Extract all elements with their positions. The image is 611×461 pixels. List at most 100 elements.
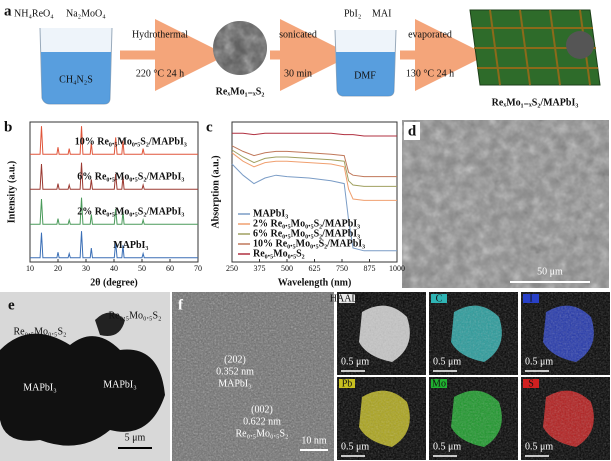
- legend-label: 2% Re₀.₅Mo₀.₅S₂/MAPbI₃: [253, 218, 360, 229]
- x-tick-label: 1000: [389, 264, 405, 273]
- map-texture: [429, 377, 518, 460]
- x-axis-label: 2θ (degree): [90, 277, 138, 288]
- series-label: 2% Re₀.₅Mo₀.₅S₂/MAPbI₃: [77, 206, 184, 217]
- legend-label: MAPbI₃: [253, 208, 288, 219]
- x-tick-label: 625: [309, 264, 321, 273]
- precursor: NH₄ReO₄: [14, 8, 54, 19]
- product: ReₓMo₁₋ₓS₂/MAPbI₃: [492, 97, 579, 108]
- x-tick-label: 70: [194, 264, 202, 273]
- step: evaporated: [408, 29, 452, 40]
- element-tag: [523, 379, 539, 388]
- panel-e: e Re₀.₅Mo₀.₅S₂ Re₀.₅Mo₀.₅S₂ MAPbI₃ MAPbI…: [0, 292, 170, 461]
- scale-bar: 0.5 μm: [433, 356, 461, 367]
- series-label: 10% Re₀.₅Mo₀.₅S₂/MAPbI₃: [75, 136, 187, 147]
- hrtem-texture: [172, 292, 334, 461]
- x-tick-label: 50: [138, 264, 146, 273]
- x-tick-label: 250: [226, 264, 238, 273]
- series-line: [231, 163, 397, 252]
- phase: MAPbI₃: [218, 378, 252, 389]
- scale-bar: 10 nm: [301, 435, 327, 446]
- scale-bar: 5 μm: [125, 432, 146, 443]
- x-tick-label: 875: [364, 264, 376, 273]
- series-line: [231, 152, 397, 201]
- element-tag: [339, 379, 355, 388]
- scale-bar: 50 μm: [537, 266, 563, 277]
- x-tick-label: 375: [254, 264, 266, 273]
- scale-bar: 0.5 μm: [433, 441, 461, 452]
- solution: DMF: [354, 70, 376, 81]
- element-label: HAADF: [330, 293, 365, 304]
- series-line: [231, 145, 397, 178]
- series-label: 6% Re₀.₅Mo₀.₅S₂/MAPbI₃: [77, 171, 184, 182]
- d-spacing: 0.352 nm: [216, 366, 254, 377]
- panel-a: a NH₄ReO₄ Na₂MoO₄ CH₄N₂S Hydrothermal 22…: [4, 3, 601, 108]
- element-label: S: [528, 378, 534, 389]
- map-texture: [337, 292, 426, 375]
- liquid: [336, 52, 395, 96]
- legend-label: 6% Re₀.₅Mo₀.₅S₂/MAPbI₃: [253, 228, 360, 239]
- plane: (002): [251, 404, 273, 415]
- x-tick-label: 20: [54, 264, 62, 273]
- label: MAPbI₃: [23, 382, 57, 393]
- series-line: [231, 149, 397, 187]
- x-axis-label: Wavelength (nm): [278, 277, 352, 288]
- step: Hydrothermal: [132, 29, 188, 40]
- particle: [95, 312, 125, 336]
- series-line: [30, 126, 198, 155]
- element-label: I: [529, 293, 532, 304]
- element-label: Mo: [432, 378, 446, 389]
- map-texture: [337, 377, 426, 460]
- map-texture: [521, 292, 610, 375]
- map-texture: [521, 377, 610, 460]
- x-tick-label: 750: [336, 264, 348, 273]
- series-line: [232, 132, 397, 137]
- lattice: [469, 9, 601, 86]
- panel-letter: e: [8, 297, 15, 313]
- legend-label: 10% Re₀.₅Mo₀.₅S₂/MAPbI₃: [253, 238, 365, 249]
- panel-letter: c: [206, 119, 213, 135]
- legend-label: Re₀.₅Mo₀.₅S₂: [253, 248, 305, 259]
- element-label: C: [436, 293, 443, 304]
- step: 130 °C 24 h: [406, 68, 454, 79]
- solution: CH₄N₂S: [59, 74, 93, 85]
- series-line: [30, 197, 198, 225]
- label: Re₀.₅Mo₀.₅S₂: [109, 310, 162, 321]
- x-tick-label: 40: [110, 264, 118, 273]
- element-tag: [523, 294, 539, 303]
- sem-texture: [402, 120, 609, 288]
- step: 30 min: [284, 68, 312, 79]
- y-axis-label: Intensity (a.u.): [6, 161, 17, 224]
- element-tag: [431, 294, 447, 303]
- panel-letter: b: [4, 119, 12, 135]
- letter-box: [404, 122, 420, 140]
- x-tick-label: 500: [281, 264, 293, 273]
- panel-d: d 50 μm: [402, 120, 609, 288]
- liquid: [41, 52, 111, 104]
- scale-bar: 0.5 μm: [341, 356, 369, 367]
- x-tick-label: 60: [166, 264, 174, 273]
- reagent: MAI: [372, 8, 391, 19]
- scale-bar: 0.5 μm: [525, 356, 553, 367]
- map-texture: [429, 292, 518, 375]
- panel-letter: d: [408, 123, 417, 139]
- element-tag: [339, 294, 355, 303]
- panel-f: f (202) 0.352 nm MAPbI₃ (002) 0.622 nm R…: [172, 292, 334, 461]
- step: sonicated: [279, 29, 317, 40]
- x-tick-label: 30: [82, 264, 90, 273]
- phase: Re₀.₅Mo₀.₅S₂: [236, 428, 289, 439]
- y-axis-label: Absorption (a.u.): [210, 155, 221, 228]
- element-tag: [431, 379, 447, 388]
- series-line: [30, 231, 198, 259]
- scale-bar: 0.5 μm: [525, 441, 553, 452]
- label: MAPbI₃: [103, 379, 137, 390]
- flower-texture: [213, 21, 267, 75]
- scale-bar: 0.5 μm: [341, 441, 369, 452]
- plane: (202): [224, 354, 246, 365]
- precursor: Na₂MoO₄: [66, 8, 106, 19]
- label: Re₀.₅Mo₀.₅S₂: [14, 326, 67, 337]
- series-label: MAPbI₃: [113, 240, 148, 251]
- step: 220 °C 24 h: [136, 68, 184, 79]
- reagent: PbI₂: [344, 8, 361, 19]
